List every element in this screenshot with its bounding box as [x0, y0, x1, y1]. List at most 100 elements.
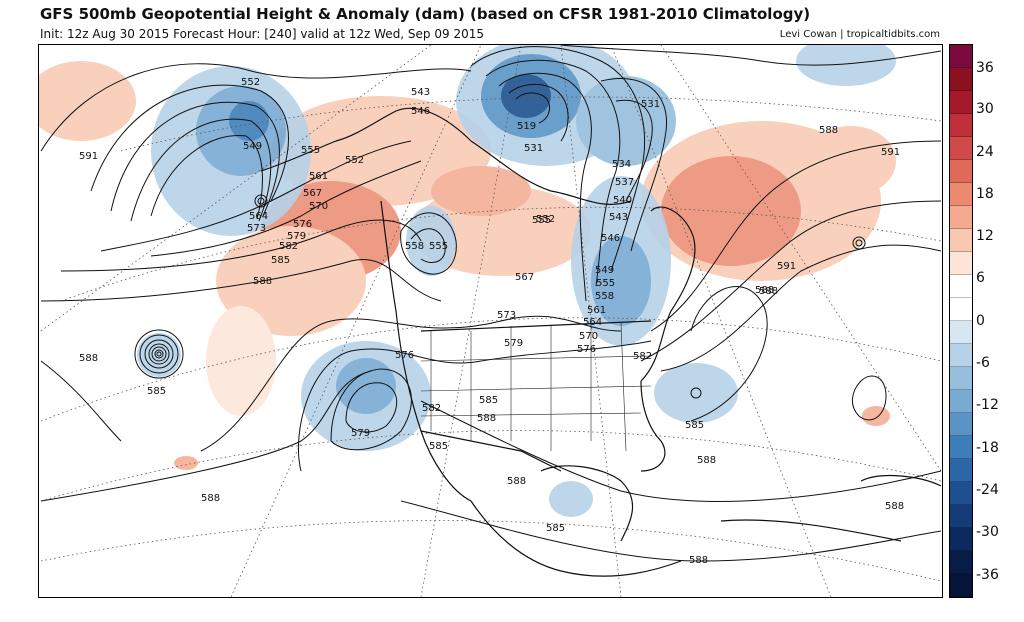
contour-label: 534 [612, 159, 631, 170]
anomaly-colorbar [949, 44, 973, 598]
contour-label: 555 [532, 215, 551, 226]
contour-label: 576 [293, 219, 312, 230]
contour-label: 543 [411, 87, 430, 98]
contour-label: 582 [279, 241, 298, 252]
colorbar-tick-label: -36 [976, 567, 999, 583]
weather-map: 552 549 564 573 591 555 561 567 570 576 … [38, 44, 943, 598]
contour-label: 531 [524, 143, 543, 154]
contour-label: 561 [309, 171, 328, 182]
negative-anomaly-areas [137, 45, 896, 517]
coastlines [260, 107, 942, 577]
contour-label: 567 [303, 188, 322, 199]
colorbar-segment [950, 436, 972, 459]
contour-label: 519 [517, 121, 536, 132]
contour-label: 579 [504, 338, 523, 349]
contour-label: 567 [515, 272, 534, 283]
contour-label: 588 [507, 476, 526, 487]
closed-lows [134, 194, 866, 399]
contour-label: 555 [429, 241, 448, 252]
contour-label: 585 [546, 523, 565, 534]
colorbar-segment [950, 390, 972, 413]
contour-label: 582 [422, 403, 441, 414]
contour-label: 540 [613, 195, 632, 206]
colorbar-segment [950, 114, 972, 137]
colorbar-tick-label: -24 [976, 482, 999, 498]
colorbar-tick-label: 30 [976, 101, 994, 117]
contour-label: 573 [497, 310, 516, 321]
colorbar-segment [950, 137, 972, 160]
contour-label: 549 [595, 265, 614, 276]
contour-label-group: 552 549 564 573 591 555 561 567 570 576 … [79, 77, 904, 566]
colorbar-segment [950, 551, 972, 574]
contour-label: 588 [697, 455, 716, 466]
contour-label: 588 [819, 125, 838, 136]
contour-label: 576 [395, 350, 414, 361]
contour-label: 588 [689, 555, 708, 566]
contour-label: 537 [615, 177, 634, 188]
map-title: GFS 500mb Geopotential Height & Anomaly … [40, 5, 811, 23]
positive-anomaly-areas [39, 61, 896, 470]
colorbar-tick-label: 36 [976, 60, 994, 76]
contour-label: 573 [247, 223, 266, 234]
contour-label: 576 [577, 344, 596, 355]
contour-label: 588 [759, 286, 778, 297]
state-borders [420, 322, 652, 452]
colorbar-segment [950, 528, 972, 551]
contour-label: 531 [641, 99, 660, 110]
colorbar-segment [950, 367, 972, 390]
contour-label: 558 [405, 241, 424, 252]
colorbar-tick-label: -12 [976, 397, 999, 413]
colorbar-segment [950, 298, 972, 321]
contour-label: 546 [411, 106, 430, 117]
contour-label: 543 [609, 212, 628, 223]
colorbar-segment [950, 160, 972, 183]
contour-label: 585 [685, 420, 704, 431]
colorbar-segment [950, 275, 972, 298]
colorbar-segment [950, 229, 972, 252]
contour-label: 585 [271, 255, 290, 266]
contour-label: 555 [301, 145, 320, 156]
contour-label: 546 [601, 233, 620, 244]
height-contours [40, 45, 942, 562]
contour-label: 585 [147, 386, 166, 397]
colorbar-segment [950, 183, 972, 206]
contour-label: 585 [479, 395, 498, 406]
author-credit: Levi Cowan | tropicaltidbits.com [779, 29, 940, 40]
colorbar-segment [950, 321, 972, 344]
contour-label: 588 [253, 276, 272, 287]
colorbar-segment [950, 574, 972, 597]
contour-label: 564 [583, 317, 602, 328]
contour-label: 585 [429, 441, 448, 452]
colorbar-tick-label: 18 [976, 186, 994, 202]
contour-label: 582 [633, 351, 652, 362]
contour-label: 588 [755, 285, 774, 296]
colorbar-segment [950, 459, 972, 482]
map-canvas: 552 549 564 573 591 555 561 567 570 576 … [39, 45, 942, 597]
map-subtitle: Init: 12z Aug 30 2015 Forecast Hour: [24… [40, 27, 484, 41]
contour-label: 564 [249, 211, 268, 222]
contour-label: 588 [201, 493, 220, 504]
contour-label: 549 [243, 141, 262, 152]
colorbar-segment [950, 252, 972, 275]
graticule [40, 45, 942, 597]
contour-label: 555 [596, 278, 615, 289]
colorbar-tick-label: 6 [976, 270, 985, 286]
colorbar-segment [950, 413, 972, 436]
contour-label: 552 [536, 214, 555, 225]
colorbar-segment [950, 206, 972, 229]
colorbar-tick-label: -18 [976, 440, 999, 456]
colorbar-segment [950, 45, 972, 68]
contour-label: 588 [79, 353, 98, 364]
contour-label: 591 [79, 151, 98, 162]
colorbar-tick-label: 0 [976, 313, 985, 329]
contour-label: 552 [241, 77, 260, 88]
colorbar-segment [950, 505, 972, 528]
colorbar-tick-label: 24 [976, 144, 994, 160]
colorbar-tick-label: -30 [976, 524, 999, 540]
contour-label: 552 [345, 155, 364, 166]
contour-label: 570 [309, 201, 328, 212]
contour-label: 579 [351, 428, 370, 439]
contour-label: 591 [777, 261, 796, 272]
colorbar-segment [950, 91, 972, 114]
contour-label: 558 [595, 291, 614, 302]
